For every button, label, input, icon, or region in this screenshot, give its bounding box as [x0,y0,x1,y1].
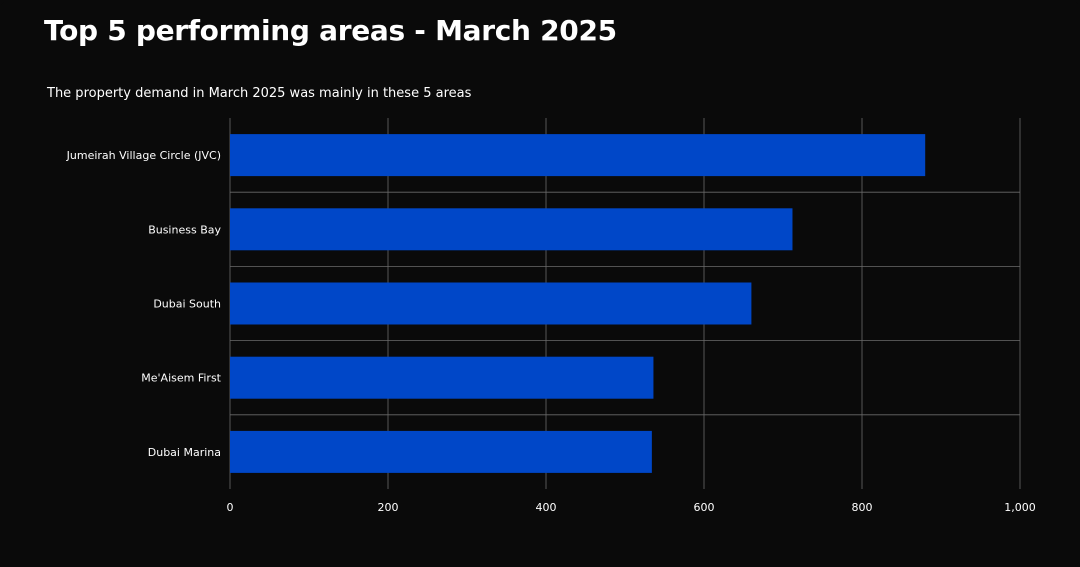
category-label: Jumeirah Village Circle (JVC) [66,149,221,162]
chart-title: Top 5 performing areas - March 2025 [44,14,617,47]
x-tick-label: 800 [852,501,873,514]
x-tick-label: 400 [536,501,557,514]
bar [230,208,793,251]
category-label: Me'Aisem First [141,372,221,385]
x-tick-label: 600 [694,501,715,514]
bar [230,134,926,177]
x-tick-label: 1,000 [1004,501,1036,514]
chart-subtitle: The property demand in March 2025 was ma… [47,86,472,101]
bar [230,430,652,473]
category-label: Dubai Marina [148,446,221,459]
category-label: Dubai South [153,298,221,311]
bar [230,282,752,325]
bar [230,356,654,399]
bar-layer [230,134,926,473]
x-tick-label: 200 [378,501,399,514]
label-layer: 0 200 400 600 800 1,000 Jumeirah Village Circl… [66,149,1036,514]
category-label: Business Bay [148,223,221,236]
x-tick-label: 0 [227,501,234,514]
